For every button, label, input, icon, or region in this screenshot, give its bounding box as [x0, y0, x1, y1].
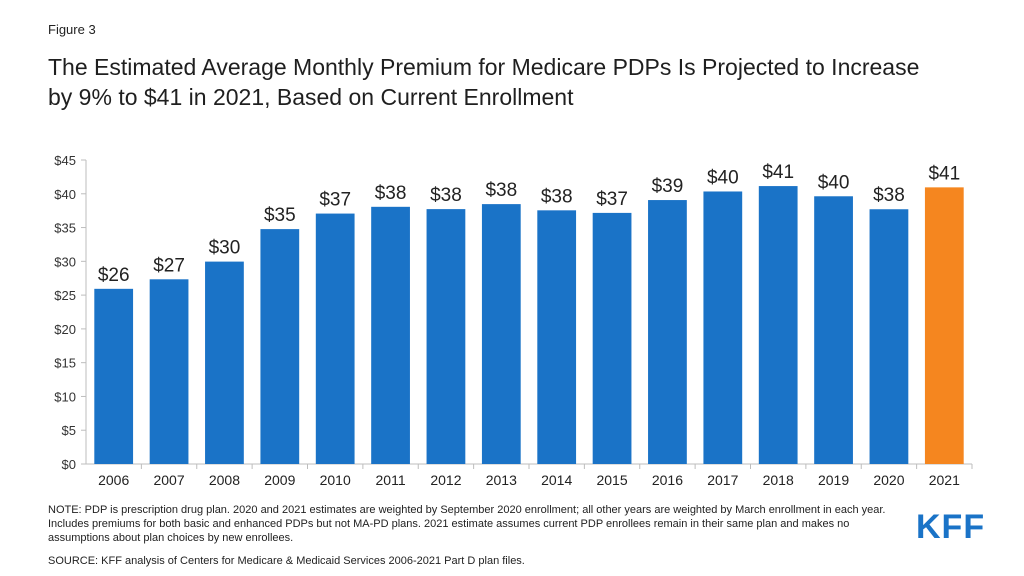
bar [592, 212, 632, 464]
x-tick-label: 2021 [929, 472, 960, 488]
y-tick-label: $20 [54, 322, 76, 337]
figure-label: Figure 3 [48, 22, 96, 37]
bar [94, 288, 134, 464]
x-tick-label: 2019 [818, 472, 849, 488]
data-label: $38 [375, 183, 407, 204]
x-tick-label: 2014 [541, 472, 572, 488]
data-label: $37 [319, 190, 351, 211]
kff-logo: KFF [916, 508, 986, 546]
data-label: $41 [928, 163, 960, 184]
y-tick-label: $40 [54, 187, 76, 202]
y-tick-label: $10 [54, 389, 76, 404]
data-label: $39 [652, 176, 684, 197]
x-tick-label: 2007 [153, 472, 184, 488]
data-label: $30 [209, 238, 241, 259]
data-label: $27 [153, 255, 185, 276]
bar [703, 191, 743, 464]
y-tick-label: $5 [62, 423, 76, 438]
x-tick-label: 2016 [652, 472, 683, 488]
bar [648, 200, 687, 465]
data-label: $38 [873, 185, 905, 206]
x-tick-label: 2015 [596, 472, 627, 488]
bar-chart: $0 $5 $10 $15 $20 $25 $30 $35 $40 $45 $26 2006 $27 20… [54, 153, 973, 488]
data-label: $37 [596, 189, 628, 210]
bar [814, 196, 853, 464]
bar [481, 204, 521, 465]
bar [924, 187, 964, 465]
x-tick-label: 2012 [430, 472, 461, 488]
bar [205, 261, 244, 464]
y-tick-label: $35 [54, 221, 76, 236]
bar [426, 209, 466, 464]
bar [315, 213, 355, 464]
x-tick-label: 2013 [486, 472, 517, 488]
chart-source: SOURCE: KFF analysis of Centers for Medi… [48, 555, 525, 567]
data-label: $38 [430, 185, 462, 206]
x-tick-label: 2009 [264, 472, 295, 488]
x-tick-label: 2008 [209, 472, 240, 488]
data-label: $26 [98, 265, 130, 286]
bar [371, 206, 410, 465]
chart-title: The Estimated Average Monthly Premium fo… [48, 54, 920, 110]
data-label: $41 [762, 162, 794, 183]
y-tick-label: $25 [54, 288, 76, 303]
x-tick-label: 2017 [707, 472, 738, 488]
data-label: $38 [541, 186, 573, 207]
data-label: $38 [485, 180, 517, 201]
bar [758, 186, 798, 464]
x-tick-label: 2018 [763, 472, 794, 488]
data-label: $40 [818, 172, 850, 193]
y-tick-label: $0 [62, 457, 76, 472]
x-tick-label: 2011 [376, 472, 406, 488]
data-label: $40 [707, 167, 739, 188]
bar [537, 210, 577, 464]
x-tick-label: 2020 [873, 472, 904, 488]
y-tick-label: $30 [54, 254, 76, 269]
data-label: $35 [264, 205, 296, 226]
y-tick-label: $15 [54, 356, 76, 371]
bar [149, 279, 189, 464]
chart-note: NOTE: PDP is prescription drug plan. 202… [48, 504, 886, 544]
x-tick-label: 2006 [98, 472, 129, 488]
bar [260, 229, 300, 464]
y-tick-label: $45 [54, 153, 76, 168]
bar [869, 209, 909, 464]
x-tick-label: 2010 [320, 472, 351, 488]
